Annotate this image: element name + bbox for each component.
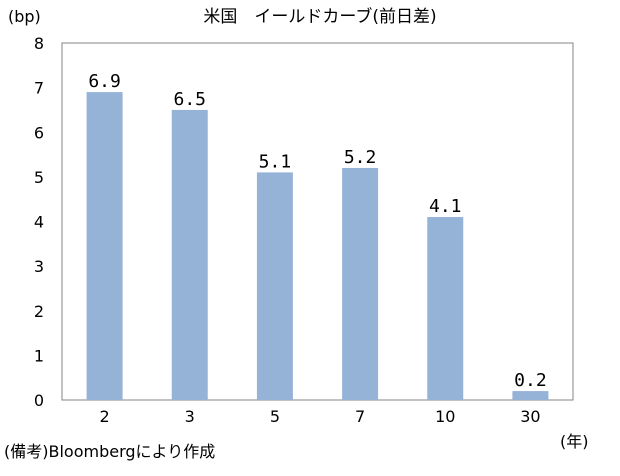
x-tick-label: 2 [99, 407, 109, 426]
source-note: (備考)Bloombergにより作成 [4, 442, 215, 461]
bar-series [86, 92, 549, 401]
y-tick-label: 6 [34, 123, 44, 142]
y-tick-label: 0 [34, 391, 44, 410]
x-axis: 2 3 5 7 10 30 [99, 407, 540, 426]
bar-5 [256, 172, 293, 400]
x-tick-label: 3 [185, 407, 195, 426]
bar-2 [86, 92, 123, 401]
data-label-10: 4.1 [429, 196, 462, 217]
y-tick-label: 2 [34, 302, 44, 321]
bar-30 [512, 391, 549, 400]
y-axis: 0 1 2 3 4 5 6 7 8 [34, 34, 44, 410]
data-label-30: 0.2 [514, 370, 547, 391]
y-tick-label: 7 [34, 79, 44, 98]
data-label-2: 6.9 [88, 71, 121, 92]
chart-title: 米国 イールドカーブ(前日差) [203, 6, 436, 27]
y-tick-label: 1 [34, 346, 44, 365]
y-tick-label: 4 [34, 213, 44, 232]
data-label-7: 5.2 [344, 147, 377, 168]
y-tick-label: 5 [34, 168, 44, 187]
x-tick-label: 5 [270, 407, 280, 426]
bar-10 [427, 217, 464, 400]
data-label-3: 6.5 [173, 89, 206, 110]
x-tick-label: 10 [435, 407, 455, 426]
x-unit-label: (年) [560, 432, 589, 451]
y-tick-label: 3 [34, 257, 44, 276]
x-tick-label: 30 [520, 407, 540, 426]
y-unit-label: (bp) [8, 7, 41, 26]
bar-3 [171, 109, 208, 400]
x-tick-label: 7 [355, 407, 365, 426]
bar-7 [342, 167, 379, 400]
data-label-5: 5.1 [259, 151, 292, 172]
plot-area [61, 42, 574, 401]
y-tick-label: 8 [34, 34, 44, 53]
data-labels: 6.9 6.5 5.1 5.2 4.1 0.2 [88, 71, 546, 391]
